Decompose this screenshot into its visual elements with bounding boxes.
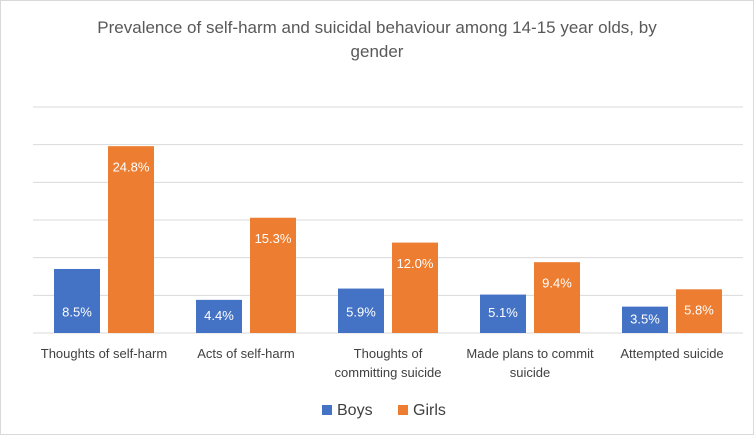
bar — [676, 289, 722, 333]
data-label: 9.4% — [542, 276, 572, 291]
chart-title: Prevalence of self-harm and suicidal beh… — [97, 18, 657, 61]
data-label: 5.1% — [488, 305, 518, 320]
legend-swatch — [398, 405, 408, 415]
data-label: 12.0% — [397, 256, 434, 271]
bar — [338, 288, 384, 333]
x-tick-label: Made plans to commit suicide — [466, 346, 594, 380]
bar — [622, 306, 668, 333]
x-tick-label: Thoughts of committing suicide — [334, 346, 442, 380]
x-tick-label: Thoughts of self-harm — [40, 346, 168, 361]
data-label: 5.8% — [684, 303, 714, 318]
bar — [250, 217, 296, 333]
data-label: 15.3% — [255, 231, 292, 246]
bar — [392, 242, 438, 333]
bar — [534, 262, 580, 333]
bar — [480, 294, 526, 333]
data-label: 5.9% — [346, 304, 376, 319]
x-tick-label: Acts of self-harm — [197, 346, 295, 361]
bar — [54, 268, 100, 333]
bar — [108, 146, 154, 333]
data-label: 3.5% — [630, 311, 660, 326]
x-tick-label: Attempted suicide — [620, 346, 724, 361]
data-label: 24.8% — [113, 160, 150, 175]
legend-swatch — [322, 405, 332, 415]
data-label: 8.5% — [62, 304, 92, 319]
legend-label: Boys — [337, 402, 373, 419]
bar — [196, 299, 242, 333]
data-label: 4.4% — [204, 308, 234, 323]
legend-label: Girls — [413, 402, 446, 419]
